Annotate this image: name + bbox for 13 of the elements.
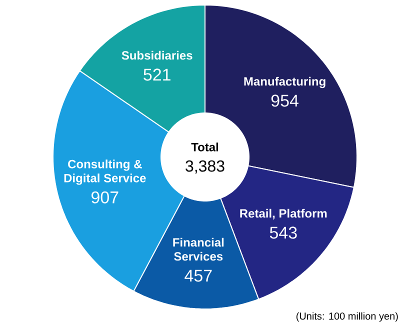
data-label: 954 [271, 94, 298, 107]
slice-label: Financial Services [173, 238, 224, 261]
data-label: 907 [92, 191, 118, 204]
text: 3,383 [186, 160, 224, 174]
data-label: 521 [144, 68, 170, 81]
slice-label: Subsidiaries [122, 50, 192, 60]
slice-label: Retail, Platform [240, 208, 327, 220]
text: (Units: 100 million yen) [296, 312, 398, 322]
text: Total [191, 142, 218, 152]
data-label: 543 [270, 226, 297, 239]
slice-label: Consulting & Digital Service [64, 160, 146, 185]
slice-label: Manufacturing [244, 76, 326, 88]
data-label: 457 [184, 270, 212, 282]
